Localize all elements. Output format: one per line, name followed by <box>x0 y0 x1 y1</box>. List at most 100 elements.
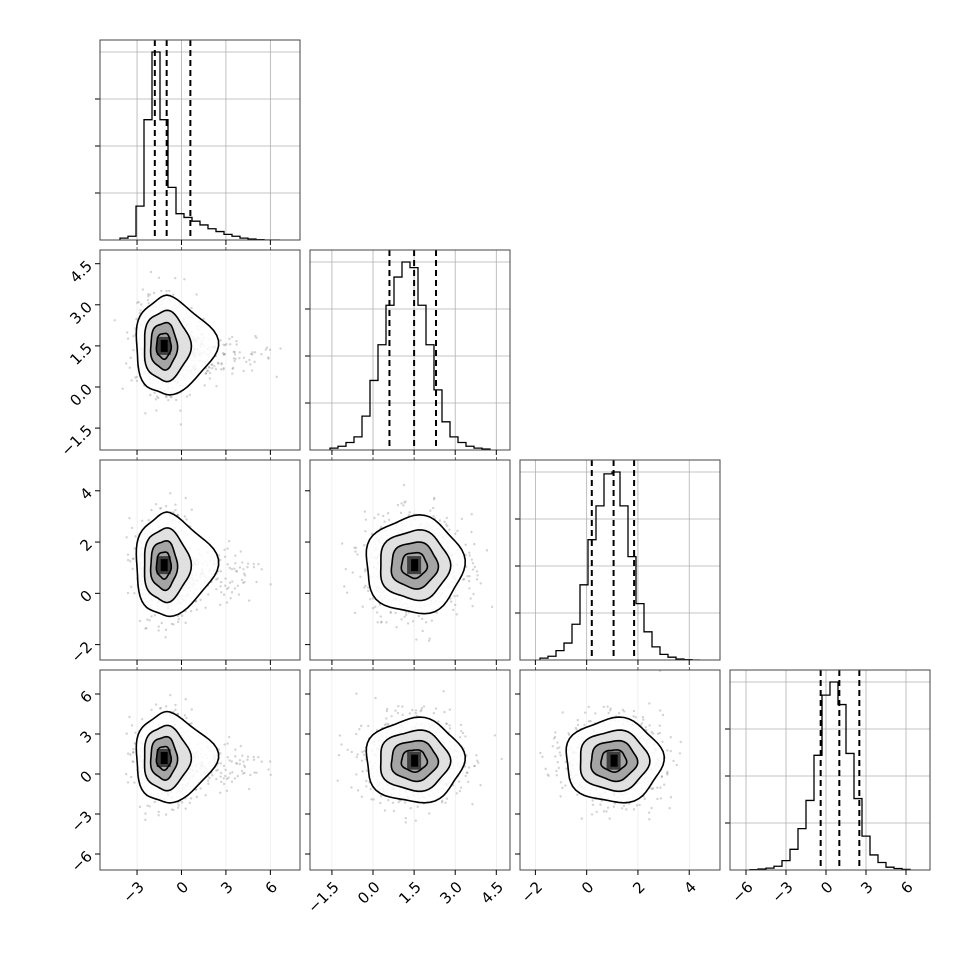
sample-point <box>344 567 347 571</box>
sample-point <box>185 395 189 398</box>
sample-point <box>466 771 469 774</box>
panel-0-0 <box>95 39 301 245</box>
sample-point <box>253 771 256 774</box>
sample-point <box>234 755 237 758</box>
sample-point <box>223 555 227 559</box>
sample-point <box>204 606 207 609</box>
sample-point <box>240 769 244 773</box>
sample-point <box>394 611 397 615</box>
sample-point <box>159 507 163 510</box>
contour-1-0-1 <box>143 309 193 383</box>
sample-point <box>206 369 210 372</box>
sample-point <box>411 620 415 623</box>
sample-point <box>595 810 598 814</box>
sample-point <box>242 764 246 767</box>
sample-point <box>236 584 240 588</box>
sample-point <box>199 598 202 602</box>
sample-point <box>168 289 171 293</box>
sample-point <box>226 756 229 759</box>
sample-point <box>146 293 150 296</box>
panel-frame-0-0 <box>99 39 301 241</box>
sample-point <box>137 300 140 304</box>
sample-point <box>113 319 116 322</box>
sample-point <box>158 707 162 710</box>
sample-point <box>318 346 320 348</box>
sample-point <box>183 714 187 717</box>
sample-point <box>617 712 621 715</box>
sample-point <box>227 776 230 779</box>
sample-point <box>457 780 461 783</box>
sample-point <box>174 508 177 512</box>
sample-point <box>378 603 382 606</box>
sample-point <box>195 293 198 296</box>
sample-point <box>222 343 225 346</box>
sample-point <box>415 638 418 641</box>
sample-point <box>195 795 199 799</box>
sample-point <box>194 788 198 791</box>
panel-0-0-content <box>100 40 300 240</box>
sample-point <box>648 818 651 821</box>
sample-point <box>176 806 180 809</box>
sample-point <box>167 398 170 402</box>
sample-point <box>234 748 237 751</box>
sample-point <box>144 812 147 815</box>
sample-point <box>225 789 229 793</box>
sample-point <box>265 346 269 349</box>
sample-point <box>448 727 452 730</box>
sample-point <box>346 748 349 752</box>
sample-point <box>185 716 188 720</box>
density-peak-core <box>160 752 168 764</box>
contour-2-0-2 <box>149 539 179 592</box>
sample-point <box>190 708 193 711</box>
sample-point <box>177 617 180 621</box>
sample-point <box>414 819 417 822</box>
sample-point <box>390 715 393 718</box>
sample-point <box>231 372 234 375</box>
sample-point <box>222 353 226 356</box>
sample-point <box>234 357 237 361</box>
sample-point <box>465 771 469 775</box>
sample-point <box>268 760 272 763</box>
sample-point <box>126 553 130 556</box>
sample-point <box>184 807 187 810</box>
sample-point <box>208 776 211 780</box>
contour-2-1-1 <box>379 529 452 602</box>
sample-point <box>365 785 368 788</box>
sample-point <box>468 551 471 554</box>
sample-point <box>226 742 229 745</box>
sample-point <box>131 567 134 571</box>
sample-point <box>414 709 418 712</box>
sample-point <box>424 621 428 624</box>
sample-point <box>174 503 177 506</box>
panel-frame-1-1 <box>309 249 511 451</box>
sample-point <box>219 775 222 778</box>
sample-point <box>404 821 408 824</box>
sample-point <box>243 574 247 577</box>
sample-point <box>227 540 231 543</box>
sample-point <box>214 367 218 371</box>
sample-point <box>230 780 234 783</box>
sample-point <box>148 619 151 622</box>
sample-point <box>355 692 358 695</box>
sample-point <box>470 530 473 534</box>
sample-point <box>350 786 353 789</box>
sample-point <box>148 805 151 808</box>
sample-point <box>361 750 364 754</box>
sample-point <box>129 356 132 360</box>
sample-point <box>608 709 612 712</box>
sample-point <box>490 605 494 609</box>
panel-3-2 <box>515 667 721 875</box>
sample-point <box>445 722 448 725</box>
sample-point <box>471 568 475 571</box>
sample-point <box>679 740 682 744</box>
sample-point <box>464 735 467 738</box>
sample-point <box>220 591 223 594</box>
sample-point <box>238 762 241 766</box>
sample-point <box>133 781 136 784</box>
sample-point <box>485 549 489 552</box>
sample-point <box>164 636 167 639</box>
sample-point <box>207 782 210 785</box>
sample-point <box>394 709 397 712</box>
sample-point <box>554 755 557 758</box>
sample-point <box>129 585 133 588</box>
